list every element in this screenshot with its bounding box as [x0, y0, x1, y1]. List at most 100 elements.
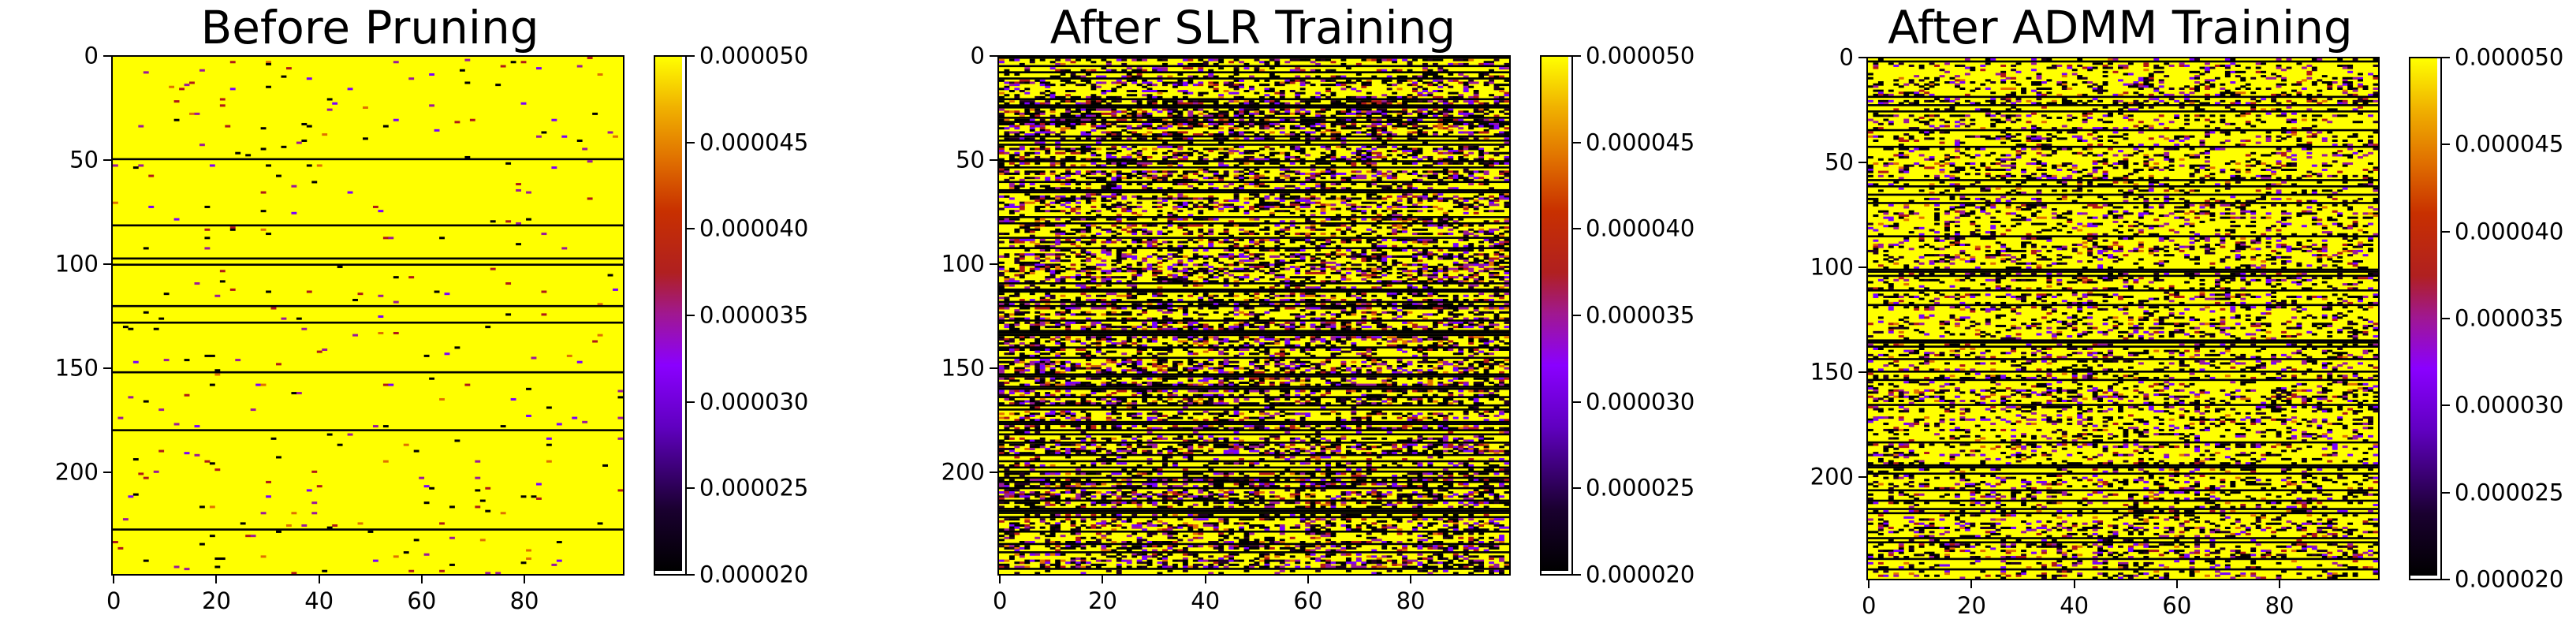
- heatmap-cell: [1483, 326, 1489, 329]
- heatmap-cell: [1392, 249, 1398, 252]
- heatmap-cell: [1136, 197, 1143, 200]
- heatmap-cell: [1305, 293, 1311, 296]
- heatmap-cell: [1305, 303, 1311, 306]
- heatmap-cell: [1095, 307, 1102, 310]
- heatmap-cell: [1345, 110, 1351, 114]
- heatmap-cell: [1065, 309, 1071, 312]
- heatmap-cell: [1055, 323, 1061, 326]
- heatmap-cell: [1345, 336, 1351, 339]
- heatmap-cell: [1136, 155, 1143, 158]
- heatmap-cell: [1233, 309, 1240, 312]
- heatmap-cell: [1049, 158, 1056, 161]
- heatmap-cell: [1417, 151, 1423, 155]
- heatmap-cell: [1381, 172, 1388, 175]
- heatmap-cell: [1039, 323, 1046, 326]
- heatmap-zero-row: [113, 429, 623, 431]
- heatmap-cell: [1489, 263, 1494, 267]
- heatmap-cell: [1310, 233, 1316, 236]
- heatmap-cell: [1361, 85, 1367, 88]
- heatmap-cell: [388, 383, 394, 386]
- heatmap-cell: [1289, 280, 1295, 283]
- heatmap-cell: [1162, 108, 1168, 111]
- heatmap-cell: [1142, 158, 1148, 161]
- heatmap-cell: [1254, 133, 1260, 136]
- heatmap-cell: [1070, 307, 1076, 310]
- heatmap-cell: [1299, 293, 1306, 296]
- heatmap-cell: [1269, 193, 1275, 196]
- heatmap-cell: [1284, 185, 1291, 188]
- heatmap-cell: [1478, 323, 1485, 326]
- heatmap-cell: [551, 563, 557, 566]
- heatmap-cell: [1381, 69, 1388, 72]
- heatmap-cell: [1340, 327, 1347, 330]
- heatmap-cell: [464, 383, 471, 386]
- heatmap-cell: [1325, 147, 1331, 151]
- heatmap-cell: [1442, 168, 1448, 171]
- heatmap-cell: [1499, 125, 1504, 128]
- heatmap-cell: [1468, 133, 1474, 136]
- heatmap-zero-row: [113, 528, 623, 531]
- heatmap-cell: [209, 383, 215, 386]
- heatmap-cell: [1458, 112, 1464, 115]
- heatmap-cell: [1402, 102, 1407, 105]
- heatmap-cell: [1105, 89, 1112, 92]
- heatmap-cell: [999, 218, 1005, 221]
- heatmap-cell: [1310, 303, 1316, 306]
- heatmap-cell: [1463, 251, 1469, 254]
- heatmap-cell: [1167, 230, 1173, 233]
- heatmap-cell: [999, 172, 1005, 175]
- heatmap-cell: [1493, 133, 1500, 136]
- heatmap-cell: [1065, 299, 1071, 302]
- heatmap-cell: [1289, 321, 1295, 324]
- heatmap-cell: [1310, 147, 1316, 151]
- heatmap-cell: [1351, 118, 1357, 121]
- heatmap-cell: [393, 300, 399, 304]
- heatmap-cell: [1111, 326, 1117, 329]
- heatmap-cell: [1432, 193, 1438, 196]
- heatmap-cell: [1202, 91, 1209, 95]
- heatmap-cell: [1187, 207, 1194, 211]
- heatmap-cell: [1366, 118, 1372, 121]
- heatmap-cell: [1351, 174, 1357, 177]
- heatmap-cell: [1284, 154, 1291, 157]
- heatmap-cell: [1289, 294, 1295, 297]
- heatmap-cell: [1361, 257, 1367, 260]
- heatmap-cell: [1090, 266, 1097, 269]
- heatmap-cell: [1049, 326, 1056, 329]
- heatmap-cell: [1208, 270, 1214, 273]
- heatmap-cell: [1249, 326, 1254, 329]
- heatmap-cell: [1442, 69, 1448, 72]
- heatmap-cell: [1228, 249, 1235, 252]
- heatmap-cell: [1065, 79, 1071, 82]
- heatmap-cell: [1218, 177, 1225, 180]
- heatmap-cell: [1014, 253, 1020, 256]
- heatmap-cell: [1458, 313, 1464, 316]
- heatmap-cell: [1442, 100, 1448, 103]
- heatmap-cell: [1065, 118, 1071, 121]
- heatmap-cell: [1432, 58, 1438, 62]
- heatmap-cell: [1412, 151, 1418, 155]
- heatmap-cell: [1392, 210, 1398, 213]
- heatmap-cell: [1223, 255, 1229, 258]
- heatmap-cell: [1101, 240, 1107, 244]
- heatmap-cell: [1289, 326, 1295, 329]
- heatmap-cell: [1136, 172, 1143, 175]
- heatmap-cell: [1146, 240, 1153, 244]
- heatmap-cell: [1478, 270, 1485, 273]
- heatmap-cell: [1076, 284, 1081, 287]
- heatmap-cell: [1305, 110, 1311, 114]
- heatmap-cell: [1396, 95, 1403, 99]
- heatmap-cell: [1437, 112, 1444, 115]
- heatmap-cell: [1463, 317, 1469, 320]
- heatmap-cell: [1473, 137, 1479, 140]
- heatmap-cell: [1208, 266, 1214, 269]
- heatmap-zero-row: [999, 57, 1509, 59]
- heatmap-cell: [1417, 91, 1423, 95]
- heatmap-cell: [419, 476, 425, 479]
- heatmap-cell: [1192, 293, 1199, 296]
- heatmap-cell: [1330, 261, 1336, 264]
- heatmap-cell: [1218, 303, 1225, 306]
- heatmap-cell: [1274, 61, 1281, 64]
- heatmap-cell: [1157, 233, 1163, 236]
- heatmap-cell: [1412, 81, 1418, 84]
